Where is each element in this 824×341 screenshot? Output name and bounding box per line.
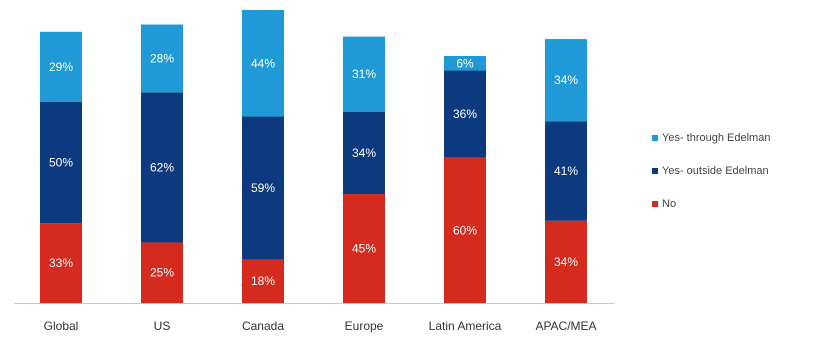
segment-value-label: 59%: [251, 181, 275, 195]
segment-value-label: 34%: [554, 255, 578, 269]
segment-value-label: 41%: [554, 164, 578, 178]
bar-segment: [242, 10, 284, 117]
segment-value-label: 31%: [352, 67, 376, 81]
bar-segment: [40, 31, 82, 103]
segment-value-label: 62%: [150, 160, 174, 174]
legend: Yes- through Edelman Yes- outside Edelma…: [652, 130, 770, 229]
category-label: Global: [44, 319, 79, 333]
legend-label: No: [662, 198, 677, 210]
legend-swatch-through: [652, 135, 658, 141]
bar-segment: [444, 70, 486, 158]
bar-segment: [444, 56, 486, 71]
segment-value-label: 36%: [453, 107, 477, 121]
bar-segment: [545, 220, 587, 303]
legend-item: Yes- through Edelman: [652, 130, 770, 146]
segment-value-label: 34%: [554, 73, 578, 87]
bar-segment: [545, 121, 587, 221]
category-label: US: [154, 319, 171, 333]
category-label: Canada: [242, 319, 284, 333]
segment-value-label: 25%: [150, 266, 174, 280]
segment-value-label: 28%: [150, 51, 174, 65]
legend-item: Yes- outside Edelman: [652, 163, 770, 179]
category-labels-group: Global US Canada Europe Latin America APAC/ME…: [44, 319, 597, 333]
category-label: APAC/MEA: [535, 319, 596, 333]
category-label: Latin America: [429, 319, 502, 333]
segment-value-label: 60%: [453, 223, 477, 237]
legend-label: Yes- outside Edelman: [662, 165, 769, 177]
segment-value-label: 45%: [352, 242, 376, 256]
category-label: Europe: [345, 319, 384, 333]
legend-label: Yes- through Edelman: [662, 132, 771, 144]
segment-value-label: 44%: [251, 56, 275, 70]
segment-value-label: 18%: [251, 274, 275, 288]
segment-value-label: 29%: [49, 60, 73, 74]
bar-segment: [444, 157, 486, 303]
legend-swatch-outside: [652, 168, 658, 174]
bar-segment: [141, 92, 183, 243]
bar-segment: [242, 259, 284, 303]
bar-segment: [242, 116, 284, 260]
legend-item: No: [652, 196, 770, 212]
bars-group: [40, 10, 587, 303]
bar-segment: [343, 194, 385, 303]
segment-value-label: 33%: [49, 256, 73, 270]
bar-segment: [343, 111, 385, 195]
bar-segment: [40, 102, 82, 224]
segment-value-label: 50%: [49, 156, 73, 170]
segment-labels-group: 33% 50% 29% 25% 62% 28% 18% 59% 44% 45% 34% 31% 60% 3…: [49, 51, 578, 288]
legend-swatch-no: [652, 201, 658, 207]
bar-segment: [40, 223, 82, 303]
bar-segment: [343, 36, 385, 112]
segment-value-label: 6%: [456, 56, 474, 70]
bar-segment: [141, 24, 183, 93]
bar-segment: [141, 242, 183, 303]
segment-value-label: 34%: [352, 146, 376, 160]
bar-segment: [545, 39, 587, 122]
